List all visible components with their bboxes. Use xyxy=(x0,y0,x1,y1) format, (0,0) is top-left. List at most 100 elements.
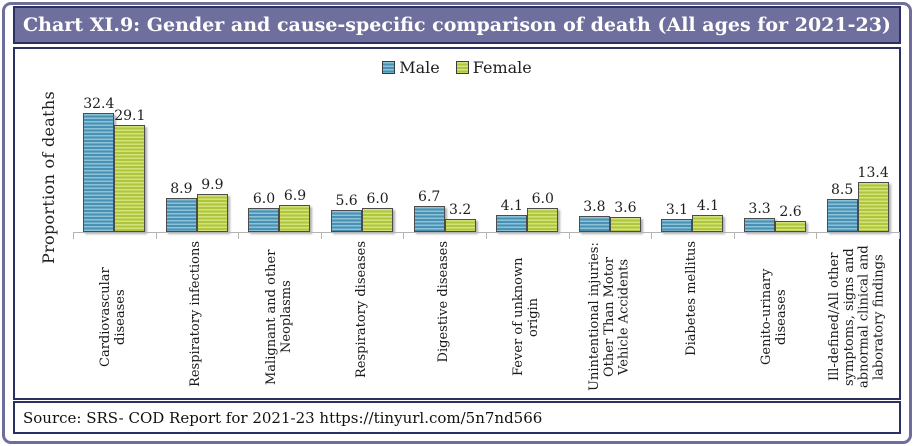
female-bar: 9.9 xyxy=(196,177,228,232)
value-label: 6.0 xyxy=(252,191,276,208)
category-label: Respiratory diseases xyxy=(353,241,369,378)
female-bar: 6.0 xyxy=(527,191,559,232)
axis-tick xyxy=(403,233,405,239)
value-label: 6.7 xyxy=(418,188,441,205)
bar-group: 4.1 6.0 xyxy=(486,49,569,232)
male-bar: 8.5 xyxy=(826,182,858,232)
male-swatch-icon xyxy=(382,61,396,74)
female-bar: 3.2 xyxy=(444,202,476,232)
category-label: Genito-urinary diseases xyxy=(759,268,790,366)
category-label-cell: Digestive diseases xyxy=(403,241,486,393)
female-bar: 6.9 xyxy=(279,188,311,232)
bar-group: 6.0 6.9 xyxy=(238,49,321,232)
y-axis-label: Proportion of deaths xyxy=(39,90,58,264)
x-axis-labels: Cardiovascular diseases Respiratory infec… xyxy=(73,241,899,393)
y-axis-label-wrap: Proportion of deaths xyxy=(39,67,58,287)
legend-label-male: Male xyxy=(399,58,440,77)
category-label-cell: Ill-defined/All other symptoms, signs an… xyxy=(816,241,899,393)
legend: Male Female xyxy=(15,58,899,77)
female-bar: 13.4 xyxy=(858,165,889,232)
male-bar: 8.9 xyxy=(165,181,197,232)
male-bar: 32.4 xyxy=(83,96,114,232)
axis-tick xyxy=(155,233,157,239)
chart-panel: Male Female Proportion of deaths 32.4 29.… xyxy=(13,47,901,400)
value-label: 32.4 xyxy=(83,96,115,113)
legend-item-male: Male xyxy=(382,58,440,77)
value-label: 6.0 xyxy=(531,191,554,208)
category-label-cell: Diabetes mellitus xyxy=(651,241,734,393)
category-label: Ill-defined/All other symptoms, signs an… xyxy=(827,245,887,389)
male-bar: 4.1 xyxy=(496,198,528,232)
category-label-cell: Respiratory diseases xyxy=(321,241,404,393)
axis-tick xyxy=(73,233,74,239)
bar-group: 3.1 4.1 xyxy=(651,49,734,232)
source-bar: Source: SRS- COD Report for 2021-23 http… xyxy=(13,401,901,434)
axis-tick xyxy=(486,233,487,239)
axis-tick xyxy=(320,233,322,239)
value-label: 3.6 xyxy=(614,200,637,216)
value-label: 3.2 xyxy=(449,201,472,218)
value-label: 5.6 xyxy=(335,192,358,209)
value-label: 3.8 xyxy=(583,199,606,216)
male-bar: 3.8 xyxy=(578,199,610,232)
legend-item-female: Female xyxy=(455,58,532,77)
category-label: Unintentional injuries: Other Than Motor… xyxy=(586,242,632,392)
female-bar: 6.0 xyxy=(362,191,394,232)
category-label-cell: Malignant and other Neoplasms xyxy=(238,241,321,393)
male-bar: 3.3 xyxy=(744,201,776,232)
axis-tick xyxy=(816,233,818,239)
category-label-cell: Genito-urinary diseases xyxy=(734,241,817,393)
chart-title-bar: Chart XI.9: Gender and cause-specific co… xyxy=(13,6,901,44)
value-label: 4.1 xyxy=(500,198,523,215)
plot-area: 32.4 29.1 8.9 9.9 6.0 6.9 5.6 6.0 6.7 3.2 4.1 6.0 3.… xyxy=(73,49,899,232)
axis-tick xyxy=(238,233,240,239)
male-bar: 6.7 xyxy=(413,189,445,232)
male-bar: 5.6 xyxy=(331,193,363,232)
category-label-cell: Cardiovascular diseases xyxy=(73,241,156,393)
category-label-cell: Respiratory infections xyxy=(156,241,239,393)
category-label: Cardiovascular diseases xyxy=(98,267,129,367)
value-label: 2.6 xyxy=(779,203,802,220)
category-label: Fever of unknown origin xyxy=(511,257,542,377)
axis-tick xyxy=(568,233,570,239)
axis-tick xyxy=(651,233,653,239)
axis-tick xyxy=(733,233,735,239)
bar-group: 6.7 3.2 xyxy=(403,49,486,232)
male-bar: 6.0 xyxy=(248,191,280,232)
category-label: Diabetes mellitus xyxy=(684,241,700,356)
legend-label-female: Female xyxy=(472,58,532,77)
bar-group: 32.4 29.1 xyxy=(73,49,156,232)
value-label: 6.0 xyxy=(366,191,389,208)
category-label-cell: Fever of unknown origin xyxy=(486,241,569,393)
bar-group: 3.8 3.6 xyxy=(569,49,652,232)
source-text: Source: SRS- COD Report for 2021-23 http… xyxy=(23,408,543,427)
value-label: 13.4 xyxy=(857,164,889,181)
category-label: Respiratory infections xyxy=(188,241,204,387)
female-swatch-icon xyxy=(455,61,469,74)
male-bar: 3.1 xyxy=(661,202,693,232)
female-bar: 3.6 xyxy=(609,200,641,232)
value-label: 4.1 xyxy=(696,198,720,215)
value-label: 29.1 xyxy=(114,108,146,125)
value-label: 8.9 xyxy=(170,181,193,197)
bar-group: 5.6 6.0 xyxy=(321,49,404,232)
female-bar: 4.1 xyxy=(692,198,724,232)
axis-tick xyxy=(899,233,900,239)
category-label: Digestive diseases xyxy=(436,241,452,363)
category-label-cell: Unintentional injuries: Other Than Motor… xyxy=(569,241,652,393)
value-label: 3.3 xyxy=(748,201,771,218)
bar-group: 3.3 2.6 xyxy=(734,49,817,232)
value-label: 3.1 xyxy=(665,201,689,218)
bar-group: 8.5 13.4 xyxy=(816,49,899,232)
bar-group: 8.9 9.9 xyxy=(156,49,239,232)
category-label: Malignant and other Neoplasms xyxy=(263,249,294,385)
x-axis-line xyxy=(73,232,900,233)
female-bar: 2.6 xyxy=(775,204,807,232)
female-bar: 29.1 xyxy=(114,108,145,232)
value-label: 9.9 xyxy=(201,177,224,194)
value-label: 8.5 xyxy=(831,182,854,199)
chart-title: Chart XI.9: Gender and cause-specific co… xyxy=(23,14,891,36)
value-label: 6.9 xyxy=(283,188,307,205)
